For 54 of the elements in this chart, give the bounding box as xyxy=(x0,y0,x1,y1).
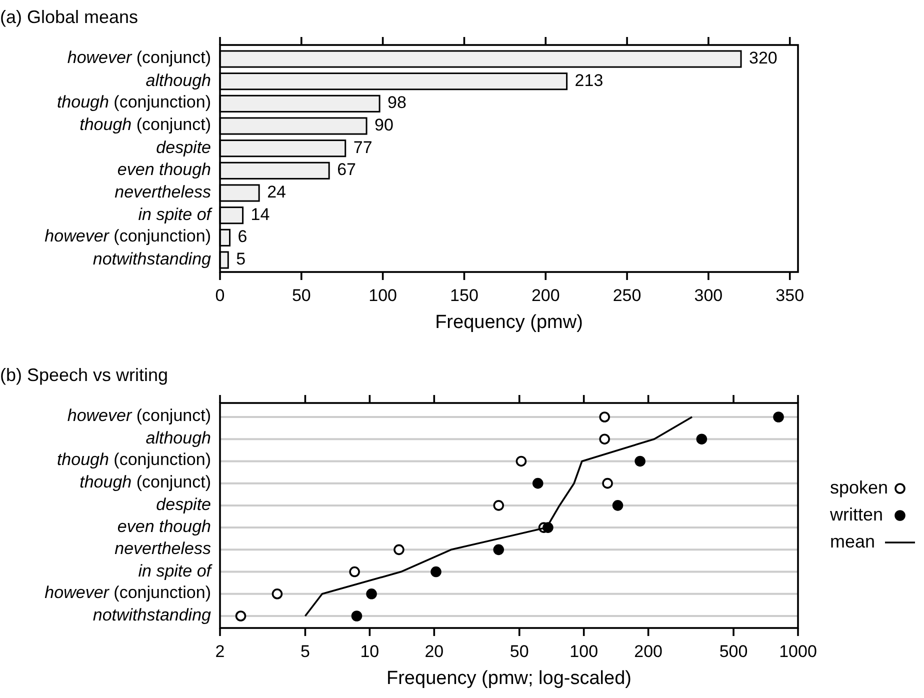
x-tick-label: 1000 xyxy=(779,642,817,661)
x-tick-label: 2 xyxy=(215,642,225,661)
y-tick-label: though (conjunction) xyxy=(56,93,211,112)
x-tick-label: 50 xyxy=(510,642,529,661)
y-tick-label: despite xyxy=(156,138,211,157)
y-tick-label: notwithstanding xyxy=(92,249,212,268)
data-label: 6 xyxy=(238,227,248,246)
x-tick-label: 350 xyxy=(776,286,804,305)
x-tick-label: 20 xyxy=(424,642,444,661)
y-tick-label: in spite of xyxy=(138,561,214,580)
data-label: 5 xyxy=(236,249,246,268)
y-tick-label: even though xyxy=(117,160,211,180)
x-tick-label: 200 xyxy=(531,286,560,305)
x-axis-title: Frequency (pmw) xyxy=(435,312,583,333)
chart-title: (b) Speech vs writing xyxy=(0,365,168,385)
x-axis-title: Frequency (pmw; log-scaled) xyxy=(386,668,632,689)
x-tick-label: 10 xyxy=(360,642,380,661)
data-label: 213 xyxy=(574,70,604,90)
data-label: 90 xyxy=(374,115,394,134)
x-tick-label: 100 xyxy=(570,642,598,661)
y-tick-label: though (conjunct) xyxy=(80,472,211,492)
x-tick-label: 50 xyxy=(292,286,311,305)
data-label: 67 xyxy=(337,160,356,180)
y-tick-label: though (conjunct) xyxy=(80,115,211,134)
x-tick-label: 0 xyxy=(215,286,225,305)
x-tick-label: 150 xyxy=(450,286,478,305)
data-label: 14 xyxy=(250,204,270,224)
y-tick-label: however (conjunct) xyxy=(67,48,211,68)
data-label: 24 xyxy=(267,182,286,202)
y-tick-label: even though xyxy=(117,517,211,536)
legend-label: spoken xyxy=(830,477,888,498)
y-tick-label: notwithstanding xyxy=(92,605,212,624)
y-tick-label: nevertheless xyxy=(114,539,212,558)
x-tick-label: 500 xyxy=(719,642,748,661)
data-label: 320 xyxy=(749,48,778,68)
x-tick-label: 5 xyxy=(300,642,310,661)
legend-label: mean xyxy=(830,531,876,552)
y-tick-label: despite xyxy=(156,494,211,514)
y-tick-label: in spite of xyxy=(138,204,214,224)
y-tick-label: although xyxy=(146,70,211,90)
y-tick-label: although xyxy=(146,428,211,448)
x-tick-label: 250 xyxy=(612,286,642,305)
y-tick-label: however (conjunct) xyxy=(67,406,211,426)
y-tick-label: however (conjunction) xyxy=(44,583,211,602)
legend-label: written xyxy=(829,504,884,524)
data-label: 98 xyxy=(388,93,406,112)
text: (a) Global means xyxy=(0,7,138,27)
data-label: 77 xyxy=(353,138,372,157)
x-tick-label: 200 xyxy=(634,642,662,661)
y-tick-label: though (conjunction) xyxy=(56,450,211,470)
y-tick-label: however (conjunction) xyxy=(44,227,211,246)
x-tick-label: 300 xyxy=(694,286,723,305)
y-tick-label: nevertheless xyxy=(114,182,212,202)
x-tick-label: 100 xyxy=(368,286,398,305)
